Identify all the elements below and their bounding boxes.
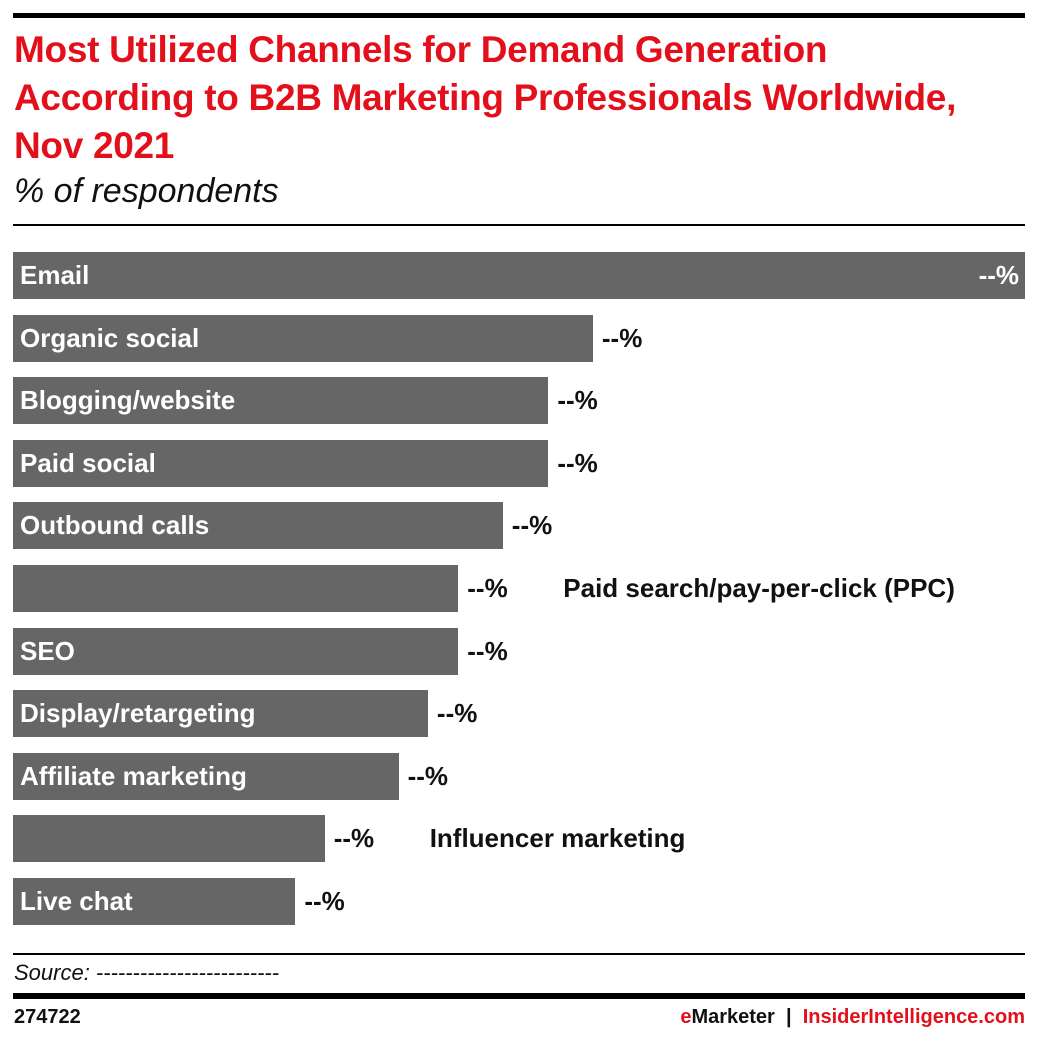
title-divider	[13, 224, 1025, 226]
bar	[13, 815, 325, 863]
value-label: --%	[557, 385, 598, 416]
category-label: Live chat	[20, 886, 133, 916]
bar	[13, 752, 399, 800]
bar	[13, 627, 459, 675]
chart-title: Most Utilized Channels for Demand Genera…	[14, 29, 957, 166]
bar	[13, 252, 1025, 299]
bar	[13, 439, 549, 487]
brand-e: e	[680, 1006, 692, 1028]
value-label: --%	[601, 322, 643, 353]
category-label: Affiliate marketing	[20, 760, 247, 791]
chart-id: 274722	[14, 1006, 81, 1028]
value-label: --%	[407, 760, 448, 791]
value-label: --%	[467, 635, 508, 666]
value-label: --%	[304, 886, 345, 916]
bar	[13, 502, 503, 550]
value-label: --%	[511, 510, 553, 541]
category-label: Organic social	[20, 322, 200, 353]
value-label: --%	[978, 260, 1019, 290]
chart-subtitle: % of respondents	[14, 172, 279, 210]
value-label: --%	[557, 447, 598, 478]
value-label: --%	[467, 573, 508, 603]
value-label: --%	[333, 823, 375, 854]
top-rule	[13, 13, 1025, 18]
bar	[13, 690, 428, 738]
brand-separator: |	[785, 1006, 792, 1028]
value-label: --%	[436, 698, 478, 729]
source-note: Source: -------------------------	[14, 960, 280, 985]
bar	[13, 377, 549, 425]
category-label: Paid search/pay-per-click (PPC)	[563, 573, 955, 603]
brand-site: InsiderIntelligence.com	[802, 1006, 1025, 1028]
category-label: Influencer marketing	[429, 823, 686, 854]
bar	[13, 878, 296, 925]
brand-name: Marketer	[691, 1006, 775, 1028]
category-label: Display/retargeting	[20, 698, 256, 729]
category-label: Outbound calls	[20, 510, 210, 541]
bar	[13, 314, 593, 362]
source-divider	[13, 953, 1025, 955]
category-label: Paid social	[20, 447, 156, 478]
bar	[13, 565, 459, 612]
category-label: Email	[20, 260, 90, 290]
brand: eMarketer | InsiderIntelligence.com	[680, 1006, 1025, 1029]
category-label: SEO	[20, 635, 75, 666]
footer-rule	[13, 993, 1025, 999]
category-label: Blogging/website	[20, 385, 236, 416]
